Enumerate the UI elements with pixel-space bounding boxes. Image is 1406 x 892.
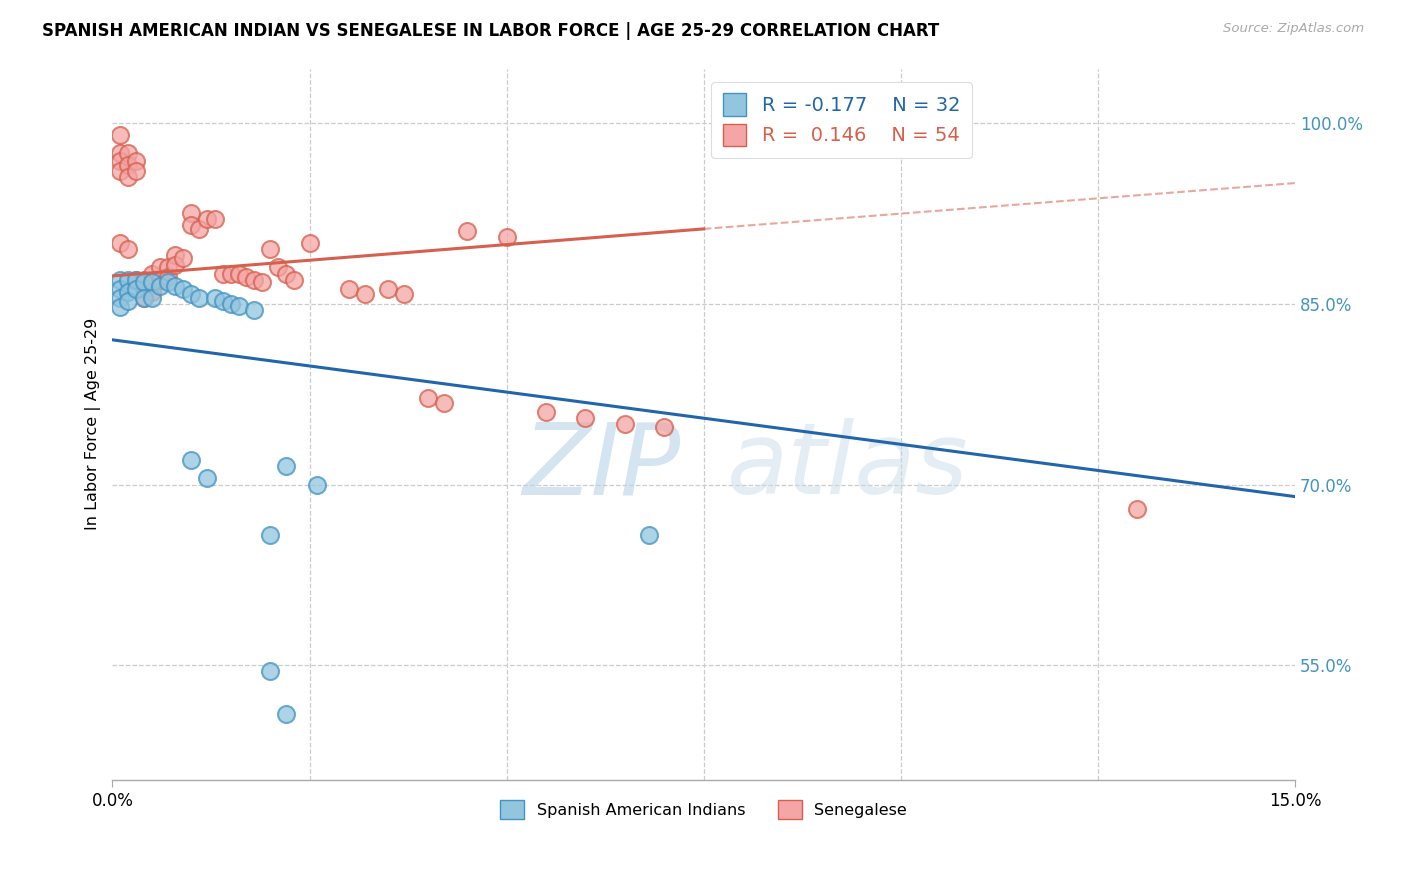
Point: [180, 206, 202, 220]
Point: [228, 299, 250, 313]
Point: [353, 287, 375, 301]
Point: [259, 243, 281, 257]
Point: [456, 224, 478, 238]
Point: [211, 267, 233, 281]
Point: [165, 278, 187, 293]
Point: [156, 270, 179, 285]
Point: [125, 154, 148, 169]
Point: [188, 291, 211, 305]
Point: [416, 391, 439, 405]
Point: [132, 291, 155, 305]
Point: [274, 267, 297, 281]
Point: [259, 665, 281, 679]
Point: [1126, 501, 1149, 516]
Point: [117, 169, 139, 184]
Point: [141, 291, 163, 305]
Point: [117, 145, 139, 160]
Point: [172, 251, 194, 265]
Point: [117, 243, 139, 257]
Point: [298, 236, 321, 251]
Point: [165, 258, 187, 272]
Point: [156, 275, 179, 289]
Point: [188, 222, 211, 236]
Point: [141, 267, 163, 281]
Point: [125, 164, 148, 178]
Point: [110, 291, 132, 305]
Point: [274, 706, 297, 721]
Point: [110, 145, 132, 160]
Point: [156, 260, 179, 275]
Point: [204, 212, 226, 227]
Point: [117, 272, 139, 286]
Point: [377, 282, 399, 296]
Point: [141, 285, 163, 299]
Point: [132, 275, 155, 289]
Text: ZIP: ZIP: [522, 418, 681, 516]
Point: [141, 275, 163, 289]
Point: [149, 260, 172, 275]
Point: [637, 528, 659, 542]
Point: [125, 282, 148, 296]
Point: [259, 528, 281, 542]
Point: [219, 296, 242, 310]
Point: [110, 128, 132, 142]
Point: [110, 236, 132, 251]
Point: [219, 267, 242, 281]
Text: Source: ZipAtlas.com: Source: ZipAtlas.com: [1223, 22, 1364, 36]
Text: SPANISH AMERICAN INDIAN VS SENEGALESE IN LABOR FORCE | AGE 25-29 CORRELATION CHA: SPANISH AMERICAN INDIAN VS SENEGALESE IN…: [42, 22, 939, 40]
Point: [117, 294, 139, 309]
Point: [574, 411, 596, 425]
Point: [110, 154, 132, 169]
Point: [125, 272, 148, 286]
Point: [392, 287, 415, 301]
Point: [204, 291, 226, 305]
Point: [117, 285, 139, 299]
Text: atlas: atlas: [727, 418, 969, 516]
Point: [337, 282, 360, 296]
Point: [125, 272, 148, 286]
Point: [283, 272, 305, 286]
Point: [211, 294, 233, 309]
Point: [132, 272, 155, 286]
Point: [652, 419, 675, 434]
Point: [195, 212, 218, 227]
Point: [180, 453, 202, 467]
Point: [495, 230, 517, 244]
Legend: Spanish American Indians, Senegalese: Spanish American Indians, Senegalese: [494, 794, 914, 825]
Point: [228, 267, 250, 281]
Point: [110, 300, 132, 314]
Point: [141, 275, 163, 289]
Point: [534, 405, 557, 419]
Point: [149, 278, 172, 293]
Point: [132, 291, 155, 305]
Point: [110, 164, 132, 178]
Point: [243, 302, 266, 317]
Point: [613, 417, 636, 432]
Point: [110, 282, 132, 296]
Point: [117, 158, 139, 172]
Point: [165, 248, 187, 262]
Point: [243, 272, 266, 286]
Point: [110, 272, 132, 286]
Point: [307, 477, 329, 491]
Point: [195, 471, 218, 485]
Point: [172, 282, 194, 296]
Y-axis label: In Labor Force | Age 25-29: In Labor Force | Age 25-29: [86, 318, 101, 531]
Point: [180, 219, 202, 233]
Point: [250, 275, 273, 289]
Point: [267, 260, 290, 275]
Point: [180, 287, 202, 301]
Point: [235, 270, 257, 285]
Point: [432, 395, 454, 409]
Point: [132, 282, 155, 296]
Point: [274, 459, 297, 474]
Point: [149, 272, 172, 286]
